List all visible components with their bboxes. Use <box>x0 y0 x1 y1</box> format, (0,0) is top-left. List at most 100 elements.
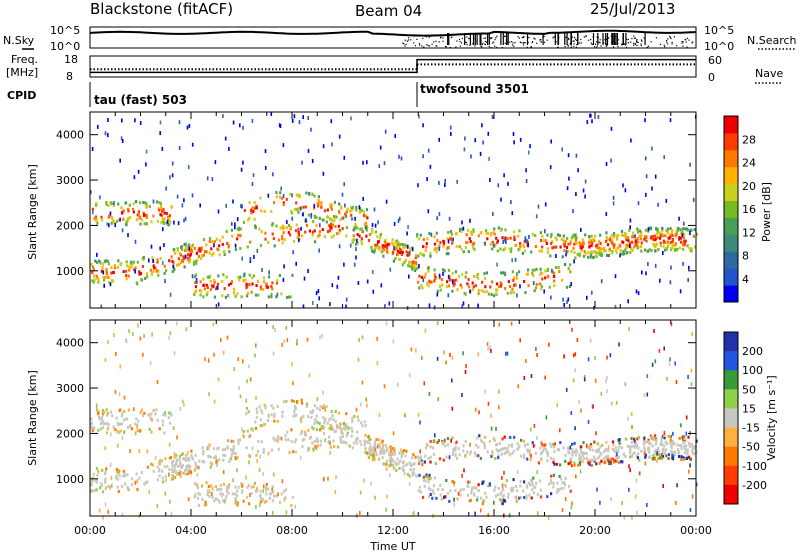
velocity-sparse-cell <box>241 359 244 364</box>
power-cell <box>355 206 358 209</box>
velocity-cell <box>644 455 647 459</box>
power-cell <box>208 240 211 243</box>
power-sparse-cell <box>148 258 150 263</box>
velocity-panel-frame <box>89 319 697 517</box>
velocity-cell <box>290 440 293 444</box>
power-cell <box>422 238 425 241</box>
power-cell <box>95 274 98 278</box>
power-cell <box>370 231 374 235</box>
noise-search-point <box>637 41 639 44</box>
power-cell <box>636 227 639 231</box>
velocity-cell <box>209 455 212 459</box>
power-cell <box>334 225 337 228</box>
power-sparse-cell <box>310 127 312 132</box>
power-cell <box>365 228 368 232</box>
power-cell <box>398 247 402 251</box>
power-sparse-cell <box>256 248 259 253</box>
velocity-cell <box>372 446 375 450</box>
velocity-cell <box>476 498 479 502</box>
power-cell <box>203 287 206 291</box>
power-cell <box>684 239 687 243</box>
velocity-cell <box>126 417 129 421</box>
power-sparse-cell <box>663 155 665 160</box>
power-cell <box>104 276 108 279</box>
velocity-sparse-cell <box>294 504 297 509</box>
velocity-sparse-cell <box>173 452 176 456</box>
power-cell <box>135 218 138 222</box>
power-sparse-cell <box>178 145 181 150</box>
power-cell <box>205 283 208 287</box>
velocity-cell <box>168 468 171 472</box>
velocity-sparse-cell <box>211 492 213 497</box>
power-sparse-cell <box>447 239 450 244</box>
power-cell <box>277 238 280 242</box>
velocity-cell <box>435 496 438 500</box>
noise-search-point <box>404 39 406 41</box>
power-cell <box>590 234 593 238</box>
velocity-cell <box>294 406 297 410</box>
power-cell <box>156 219 159 223</box>
power-cell <box>218 244 221 248</box>
velocity-cell <box>161 469 164 473</box>
power-cell <box>330 203 334 207</box>
power-cell <box>91 279 94 283</box>
power-sparse-cell <box>240 203 242 208</box>
noise-sky-series <box>89 29 697 37</box>
noise-search-point <box>640 45 642 47</box>
power-cell <box>238 228 241 232</box>
power-sparse-cell <box>278 123 281 128</box>
velocity-cell <box>501 437 504 441</box>
velocity-cell <box>146 465 149 469</box>
power-cell <box>190 245 193 248</box>
velocity-sparse-cell <box>256 487 258 492</box>
power-colorbar-tick-label: 12 <box>742 226 756 239</box>
power-cell <box>655 232 658 236</box>
power-cell <box>115 220 118 224</box>
power-cell <box>202 253 205 257</box>
velocity-cell <box>598 455 601 459</box>
velocity-cell <box>189 470 192 473</box>
velocity-cell <box>583 457 586 461</box>
velocity-sparse-cell <box>176 435 178 440</box>
power-sparse-cell <box>456 179 458 184</box>
power-cell <box>650 249 653 253</box>
power-cell <box>328 228 332 232</box>
power-cell <box>605 231 608 235</box>
velocity-cell <box>224 448 227 452</box>
velocity-cell <box>590 458 593 462</box>
velocity-cell <box>429 460 432 464</box>
power-cell <box>516 276 519 280</box>
power-cell <box>678 236 681 240</box>
velocity-cell <box>282 489 286 493</box>
velocity-sparse-cell <box>663 346 665 351</box>
power-cell <box>91 207 94 211</box>
velocity-sparse-cell <box>580 450 582 454</box>
power-sparse-cell <box>330 119 333 124</box>
power-sparse-cell <box>317 289 320 294</box>
velocity-cell <box>439 493 442 497</box>
power-cell <box>206 275 209 279</box>
power-sparse-cell <box>438 180 440 185</box>
velocity-cell <box>504 446 507 450</box>
power-colorbar-swatch <box>724 234 738 252</box>
power-cell <box>320 201 323 205</box>
power-cell <box>96 260 99 264</box>
velocity-cell <box>535 481 538 485</box>
velocity-cell <box>556 481 559 485</box>
power-cell <box>620 233 624 237</box>
velocity-cell <box>329 424 332 428</box>
velocity-cell <box>139 411 142 414</box>
velocity-sparse-cell <box>498 405 500 410</box>
nave-right-label: Nave <box>755 67 783 80</box>
power-cell <box>195 252 199 256</box>
velocity-cell <box>550 474 553 478</box>
power-cell <box>200 257 203 261</box>
velocity-sparse-cell <box>170 411 172 416</box>
velocity-cell <box>529 483 532 487</box>
power-sparse-cell <box>282 194 285 199</box>
velocity-cell <box>644 453 647 457</box>
power-cell <box>636 237 639 241</box>
velocity-sparse-cell <box>236 468 238 473</box>
power-cell <box>126 264 129 268</box>
power-sparse-cell <box>389 267 392 272</box>
